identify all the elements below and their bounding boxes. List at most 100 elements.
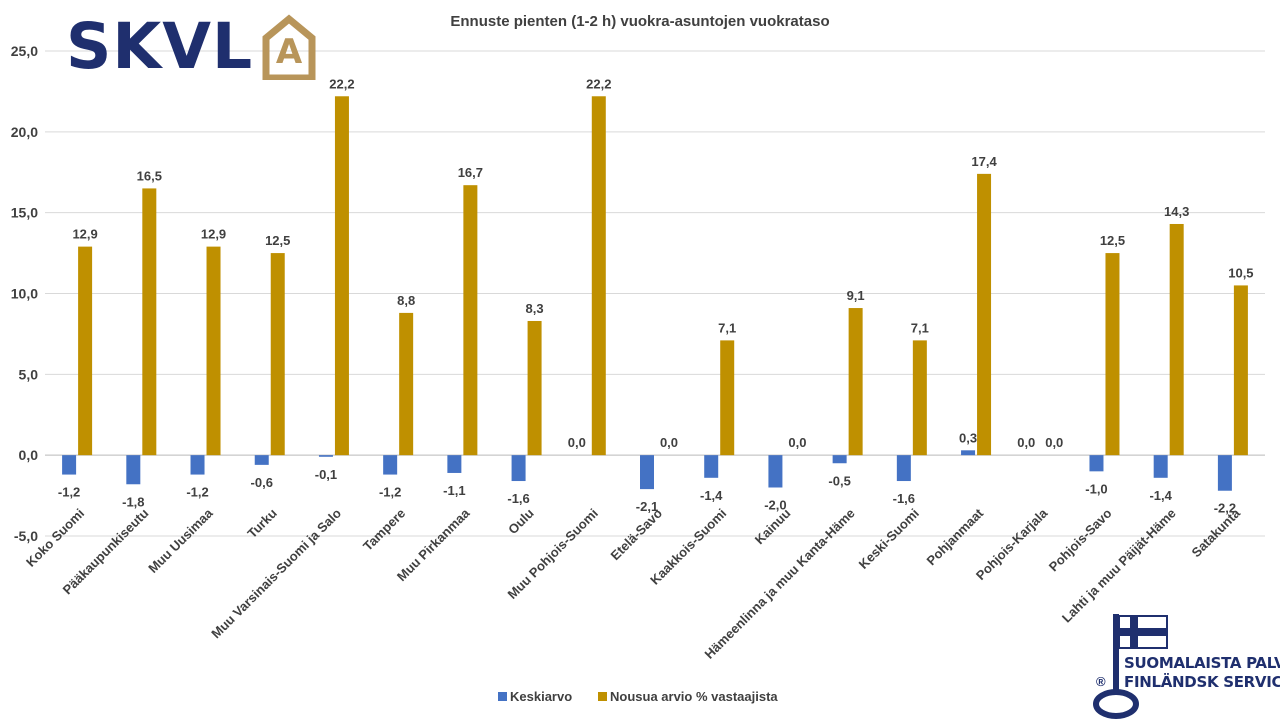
bar-nousua: [78, 246, 93, 456]
data-label-keskiarvo: -2,1: [636, 499, 658, 514]
bar-nousua: [720, 340, 735, 456]
chart-title: Ennuste pienten (1-2 h) vuokra-asuntojen…: [450, 13, 829, 30]
data-label-nousua: 0,0: [660, 435, 678, 450]
data-label-keskiarvo: -2,0: [764, 498, 786, 513]
x-category-label: Muu Uusimaa: [145, 505, 216, 576]
bar-nousua: [1233, 285, 1248, 456]
bar-keskiarvo: [1089, 455, 1104, 472]
legend-label-keskiarvo: Keskiarvo: [510, 689, 572, 704]
x-category-label: Oulu: [505, 505, 537, 537]
bar-nousua: [527, 320, 542, 456]
bar-nousua: [399, 312, 414, 456]
legend-swatch-keskiarvo: [498, 692, 507, 701]
data-label-keskiarvo: -0,5: [828, 473, 850, 488]
data-label-nousua: 7,1: [911, 320, 929, 335]
x-category-label: Tampere: [360, 506, 408, 554]
data-label-nousua: 0,0: [788, 435, 806, 450]
data-label-nousua: 10,5: [1228, 265, 1253, 280]
x-category-label: Pohjois-Savo: [1046, 505, 1115, 574]
x-category-label: Muu Varsinais-Suomi ja Salo: [208, 505, 344, 641]
y-tick-label: -5,0: [14, 528, 38, 544]
bar-keskiarvo: [383, 455, 398, 475]
x-category-label: Lahti ja muu Päijät-Häme: [1059, 506, 1179, 626]
legend-swatch-nousua: [598, 692, 607, 701]
bar-keskiarvo: [640, 455, 654, 490]
data-label-keskiarvo: 0,0: [568, 435, 586, 450]
bar-keskiarvo: [832, 455, 847, 464]
bar-keskiarvo: [704, 455, 719, 478]
legend: Keskiarvo Nousua arvio % vastaajista: [498, 689, 778, 704]
bar-nousua: [912, 340, 927, 456]
finnish-service-badge: SUOMALAISTA PALVELUA FINLÄNDSK SERVICE ®: [1088, 610, 1280, 720]
data-label-nousua: 12,9: [201, 227, 226, 242]
bar-nousua: [206, 246, 221, 456]
bar-nousua: [270, 253, 285, 456]
data-label-keskiarvo: -1,4: [1149, 488, 1172, 503]
bar-nousua: [142, 188, 157, 456]
x-category-label: Etelä-Savo: [608, 505, 666, 563]
data-label-keskiarvo: -1,6: [507, 491, 529, 506]
data-label-keskiarvo: -1,2: [58, 485, 80, 500]
bar-nousua: [977, 173, 992, 456]
bar-keskiarvo: [62, 455, 77, 475]
bar-keskiarvo: [896, 455, 911, 482]
data-label-nousua: 7,1: [718, 320, 736, 335]
data-label-keskiarvo: 0,0: [1017, 435, 1035, 450]
bar-keskiarvo: [961, 450, 976, 456]
bar-keskiarvo: [126, 455, 141, 485]
y-tick-label: 5,0: [19, 366, 39, 382]
key-flag-icon: [1093, 614, 1168, 719]
bar-keskiarvo: [1153, 455, 1168, 478]
bar-keskiarvo: [190, 455, 205, 475]
bar-nousua: [848, 308, 863, 456]
data-label-keskiarvo: -2,2: [1214, 501, 1236, 516]
skvl-logo: SKVL A: [62, 10, 332, 82]
y-tick-label: 0,0: [19, 447, 39, 463]
bar-keskiarvo: [318, 455, 333, 457]
data-label-keskiarvo: -1,8: [122, 494, 144, 509]
bar-nousua: [463, 185, 478, 456]
data-label-nousua: 8,3: [526, 301, 544, 316]
data-label-nousua: 8,8: [397, 293, 415, 308]
gridlines: [45, 50, 1265, 537]
x-category-label: Keski-Suomi: [856, 506, 922, 572]
bar-nousua: [1105, 253, 1120, 456]
data-label-keskiarvo: -1,2: [186, 485, 208, 500]
data-label-keskiarvo: -1,0: [1085, 481, 1107, 496]
data-label-nousua: 12,9: [72, 227, 97, 242]
logo-letter: A: [275, 32, 303, 72]
data-label-keskiarvo: -0,6: [251, 475, 273, 490]
data-label-keskiarvo: 0,3: [959, 430, 977, 445]
bar-keskiarvo: [254, 455, 269, 465]
data-label-nousua: 16,5: [137, 168, 162, 183]
data-label-nousua: 12,5: [1100, 233, 1125, 248]
badge-text-swedish: FINLÄNDSK SERVICE: [1124, 673, 1280, 691]
bar-keskiarvo: [1217, 455, 1232, 491]
bar-keskiarvo: [768, 455, 783, 488]
data-label-keskiarvo: -1,6: [893, 491, 915, 506]
data-label-keskiarvo: -1,1: [443, 483, 465, 498]
y-tick-label: 25,0: [11, 43, 38, 59]
data-label-nousua: 22,2: [329, 76, 354, 91]
data-label-keskiarvo: -0,1: [315, 467, 337, 482]
data-label-nousua: 22,2: [586, 76, 611, 91]
logo-text: SKVL: [66, 10, 254, 83]
y-tick-label: 10,0: [11, 286, 38, 302]
y-axis: -5,0 0,0 5,0 10,0 15,0 20,0 25,0: [11, 43, 38, 544]
y-tick-label: 20,0: [11, 124, 38, 140]
house-logo-icon: [262, 14, 316, 80]
data-label-keskiarvo: -1,4: [700, 488, 723, 503]
bar-keskiarvo: [447, 455, 462, 473]
data-label-nousua: 9,1: [847, 288, 865, 303]
bar-nousua: [1169, 223, 1184, 456]
data-label-keskiarvo: -1,2: [379, 485, 401, 500]
bars: [62, 96, 1248, 491]
bar-nousua: [591, 96, 606, 456]
legend-label-nousua: Nousua arvio % vastaajista: [610, 689, 778, 704]
y-tick-label: 15,0: [11, 205, 38, 221]
data-label-nousua: 16,7: [458, 165, 483, 180]
data-labels: -1,2 12,9 -1,8 16,5 -1,2 12,9 -0,6 12,5 -0,1 22,2…: [58, 76, 1254, 515]
data-label-nousua: 0,0: [1045, 435, 1063, 450]
